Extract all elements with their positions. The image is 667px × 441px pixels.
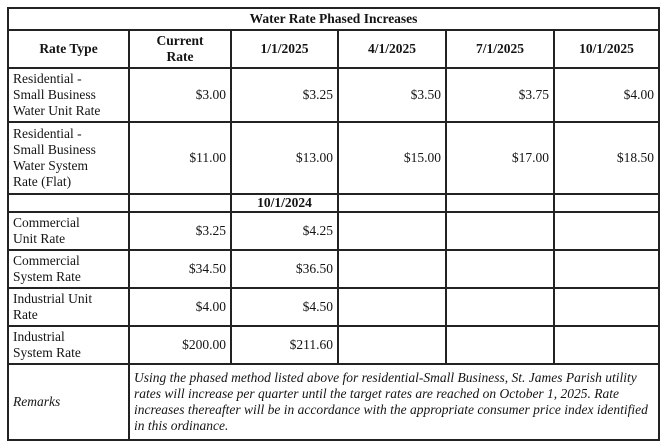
header-row: Rate Type Current Rate 1/1/2025 4/1/2025… [7, 29, 661, 69]
rate-value: $3.50 [337, 67, 447, 123]
empty-cell [552, 211, 661, 251]
header-date-4-1-2025: 4/1/2025 [337, 29, 447, 69]
empty-cell [337, 211, 447, 251]
empty-cell [445, 193, 555, 213]
empty-cell [552, 249, 661, 289]
rate-value: $18.50 [552, 121, 661, 195]
table-row-industrial-unit: Industrial Unit Rate $4.00 $4.50 [7, 287, 661, 327]
empty-cell [445, 325, 555, 365]
table-row-residential-system: Residential - Small Business Water Syste… [7, 121, 661, 195]
rate-value: $200.00 [128, 325, 232, 365]
rate-value: $4.00 [552, 67, 661, 123]
rate-value: $11.00 [128, 121, 232, 195]
table-title: Water Rate Phased Increases [6, 7, 661, 31]
rate-value: $36.50 [230, 249, 339, 289]
empty-cell [7, 193, 130, 213]
header-current-rate: Current Rate [128, 29, 232, 69]
empty-cell [337, 193, 447, 213]
rate-value: $17.00 [445, 121, 555, 195]
rate-value: $3.25 [230, 67, 339, 123]
rate-value: $3.25 [128, 211, 232, 251]
empty-cell [445, 249, 555, 289]
remarks-text: Using the phased method listed above for… [127, 363, 661, 441]
rate-value: $4.00 [128, 287, 232, 327]
empty-cell [552, 193, 661, 213]
row-label: Commercial System Rate [7, 249, 130, 289]
row-label: Commercial Unit Rate [7, 211, 130, 251]
water-rate-table: Water Rate Phased Increases Rate Type Cu… [6, 7, 661, 441]
rate-value: $34.50 [128, 249, 232, 289]
rate-value: $211.60 [230, 325, 339, 365]
rate-value: $4.50 [230, 287, 339, 327]
table-row-commercial-unit: Commercial Unit Rate $3.25 $4.25 [7, 211, 661, 251]
header-date-10-1-2025: 10/1/2025 [552, 29, 661, 69]
rate-value: $15.00 [337, 121, 447, 195]
table-row-remarks: Remarks Using the phased method listed a… [7, 363, 661, 441]
empty-cell [337, 325, 447, 365]
header-rate-type: Rate Type [7, 29, 130, 69]
table-row-commercial-system: Commercial System Rate $34.50 $36.50 [7, 249, 661, 289]
empty-cell [128, 193, 232, 213]
empty-cell [552, 325, 661, 365]
row-label: Industrial Unit Rate [7, 287, 130, 327]
table-row-effective-date: 10/1/2024 [7, 193, 661, 213]
table-row-residential-unit: Residential - Small Business Water Unit … [7, 67, 661, 123]
effective-date: 10/1/2024 [230, 193, 339, 213]
empty-cell [337, 287, 447, 327]
row-label: Residential - Small Business Water Unit … [7, 67, 130, 123]
empty-cell [445, 211, 555, 251]
row-label: Industrial System Rate [7, 325, 130, 365]
table-row-industrial-system: Industrial System Rate $200.00 $211.60 [7, 325, 661, 365]
rate-value: $4.25 [230, 211, 339, 251]
rate-value: $3.75 [445, 67, 555, 123]
remarks-label: Remarks [7, 363, 130, 441]
empty-cell [552, 287, 661, 327]
header-date-7-1-2025: 7/1/2025 [445, 29, 555, 69]
empty-cell [337, 249, 447, 289]
empty-cell [445, 287, 555, 327]
rate-value: $3.00 [128, 67, 232, 123]
table-title-row: Water Rate Phased Increases [6, 7, 661, 31]
row-label: Residential - Small Business Water Syste… [7, 121, 130, 195]
header-date-1-1-2025: 1/1/2025 [230, 29, 339, 69]
rate-value: $13.00 [230, 121, 339, 195]
